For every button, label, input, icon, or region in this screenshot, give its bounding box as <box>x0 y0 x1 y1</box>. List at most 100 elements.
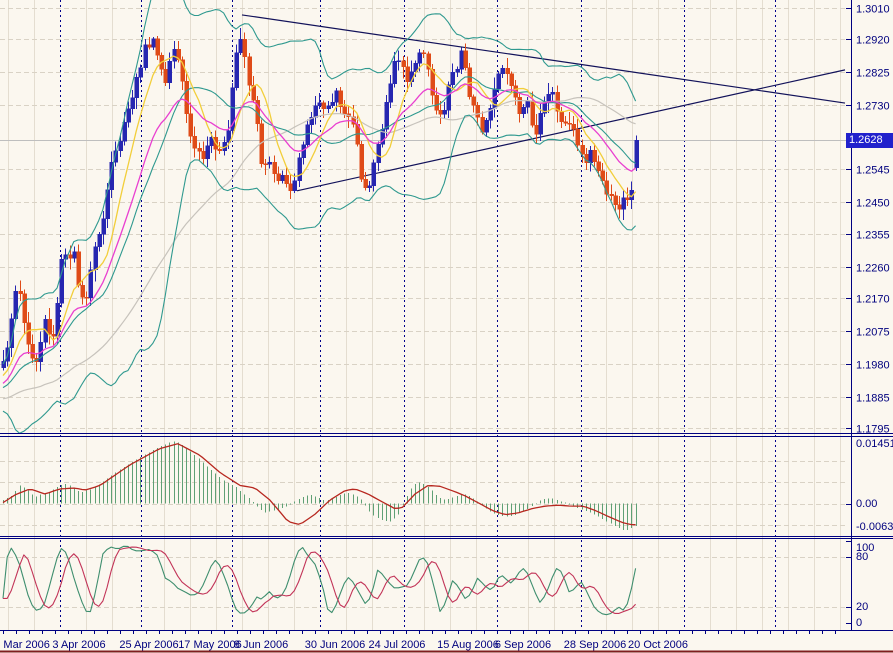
price-tick-label: 1.2075 <box>856 327 890 339</box>
price-tick-label: 1.2355 <box>856 230 890 242</box>
candle-down <box>517 96 522 114</box>
candle-up <box>392 60 397 85</box>
candle-down <box>201 150 206 160</box>
date-label: 30 Jun 2006 <box>305 639 366 651</box>
candle-down <box>284 174 289 185</box>
candle-up <box>93 246 98 271</box>
candle-down <box>188 113 193 137</box>
candle-down <box>30 343 35 359</box>
candle-up <box>167 61 172 83</box>
candle-up <box>292 180 297 192</box>
price-tick-label: 1.2450 <box>856 198 890 210</box>
price-tick-label: 1.1885 <box>856 393 890 405</box>
candle-down <box>184 80 189 114</box>
candle-down <box>26 322 31 345</box>
candle-down <box>625 197 630 201</box>
candle-up <box>500 67 505 75</box>
date-label: 24 Jul 2006 <box>369 639 426 651</box>
candle-down <box>217 148 222 151</box>
candle-up <box>621 197 626 210</box>
price-tick-label: 1.3010 <box>856 4 890 16</box>
candle-down <box>242 38 247 57</box>
current-price-label: 1.2628 <box>849 134 883 146</box>
candle-up <box>101 218 106 235</box>
candle-down <box>434 94 439 111</box>
candle-down <box>613 195 618 206</box>
candle-down <box>47 319 52 335</box>
candle-down <box>567 122 572 125</box>
candle-down <box>76 251 81 286</box>
candle-up <box>588 150 593 164</box>
candle-up <box>59 259 64 304</box>
candle-down <box>617 204 622 210</box>
candle-up <box>305 124 310 146</box>
candle-down <box>338 90 343 108</box>
triangle-trendlines[interactable] <box>241 14 846 192</box>
candle-up <box>525 100 530 108</box>
candle-down <box>22 293 27 324</box>
candle-down <box>276 173 281 182</box>
price-tick-label: 1.1980 <box>856 360 890 372</box>
candle-up <box>267 161 272 165</box>
candle-up <box>126 108 131 123</box>
date-label: 15 Aug 2006 <box>437 639 499 651</box>
candle-up <box>172 49 177 62</box>
candle-down <box>80 284 85 298</box>
candle-down <box>475 105 480 118</box>
candle-down <box>359 143 364 180</box>
candle-up <box>521 106 526 114</box>
candle-down <box>192 136 197 149</box>
candle-down <box>534 124 539 135</box>
candle-down <box>438 109 443 115</box>
candle-up <box>413 63 418 73</box>
candle-up <box>330 101 335 107</box>
candle-down <box>197 147 202 152</box>
price-tick-label: 1.2260 <box>856 263 890 275</box>
date-label: 25 Apr 2006 <box>119 639 178 651</box>
candle-down <box>421 52 426 54</box>
candle-up <box>143 44 148 68</box>
candle-down <box>505 67 510 74</box>
candle-down <box>405 66 410 82</box>
price-tick-label: 1.2825 <box>856 68 890 80</box>
date-label: 28 Sep 2006 <box>564 639 626 651</box>
candle-down <box>272 161 277 174</box>
stoch-level-label: 100 <box>856 542 874 554</box>
candle-down <box>580 144 585 155</box>
candle-up <box>376 143 381 164</box>
date-label: 8 Jun 2006 <box>234 639 288 651</box>
candle-down <box>509 73 514 87</box>
date-label: 10 Mar 2006 <box>0 639 50 651</box>
candles-layer[interactable] <box>1 28 639 372</box>
candle-down <box>571 123 576 130</box>
candle-down <box>155 38 160 56</box>
candle-up <box>301 144 306 158</box>
price-tick-label: 1.1795 <box>856 424 890 436</box>
candle-down <box>363 179 368 188</box>
price-axis[interactable]: 1.3010 1.2920 1.2825 1.2730 1.2545 1.2450 1.23… <box>846 4 890 436</box>
candle-up <box>496 73 501 89</box>
candle-down <box>471 96 476 106</box>
candle-up <box>634 139 639 168</box>
candle-up <box>151 38 156 48</box>
candle-down <box>559 110 564 122</box>
candle-up <box>234 52 239 89</box>
stochastic-pane <box>2 545 637 616</box>
candle-down <box>609 194 614 197</box>
candle-down <box>84 296 89 299</box>
macd-max-label: 0.01451 <box>856 438 893 450</box>
current-price-flag: 1.2628 <box>846 133 893 148</box>
candle-up <box>396 60 401 62</box>
price-tick-label: 1.2170 <box>856 294 890 306</box>
candle-down <box>18 290 23 295</box>
candle-up <box>205 145 210 160</box>
candle-down <box>247 56 252 86</box>
macd-signal-line <box>2 443 636 526</box>
candle-down <box>180 59 185 82</box>
